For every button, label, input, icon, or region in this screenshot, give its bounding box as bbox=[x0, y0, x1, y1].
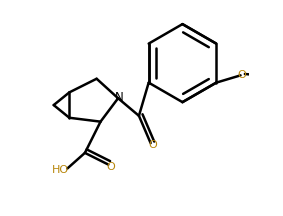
Text: HO: HO bbox=[52, 165, 69, 175]
Text: O: O bbox=[148, 140, 157, 150]
Text: O: O bbox=[237, 70, 246, 80]
Text: O: O bbox=[106, 162, 115, 172]
Text: N: N bbox=[115, 91, 123, 104]
